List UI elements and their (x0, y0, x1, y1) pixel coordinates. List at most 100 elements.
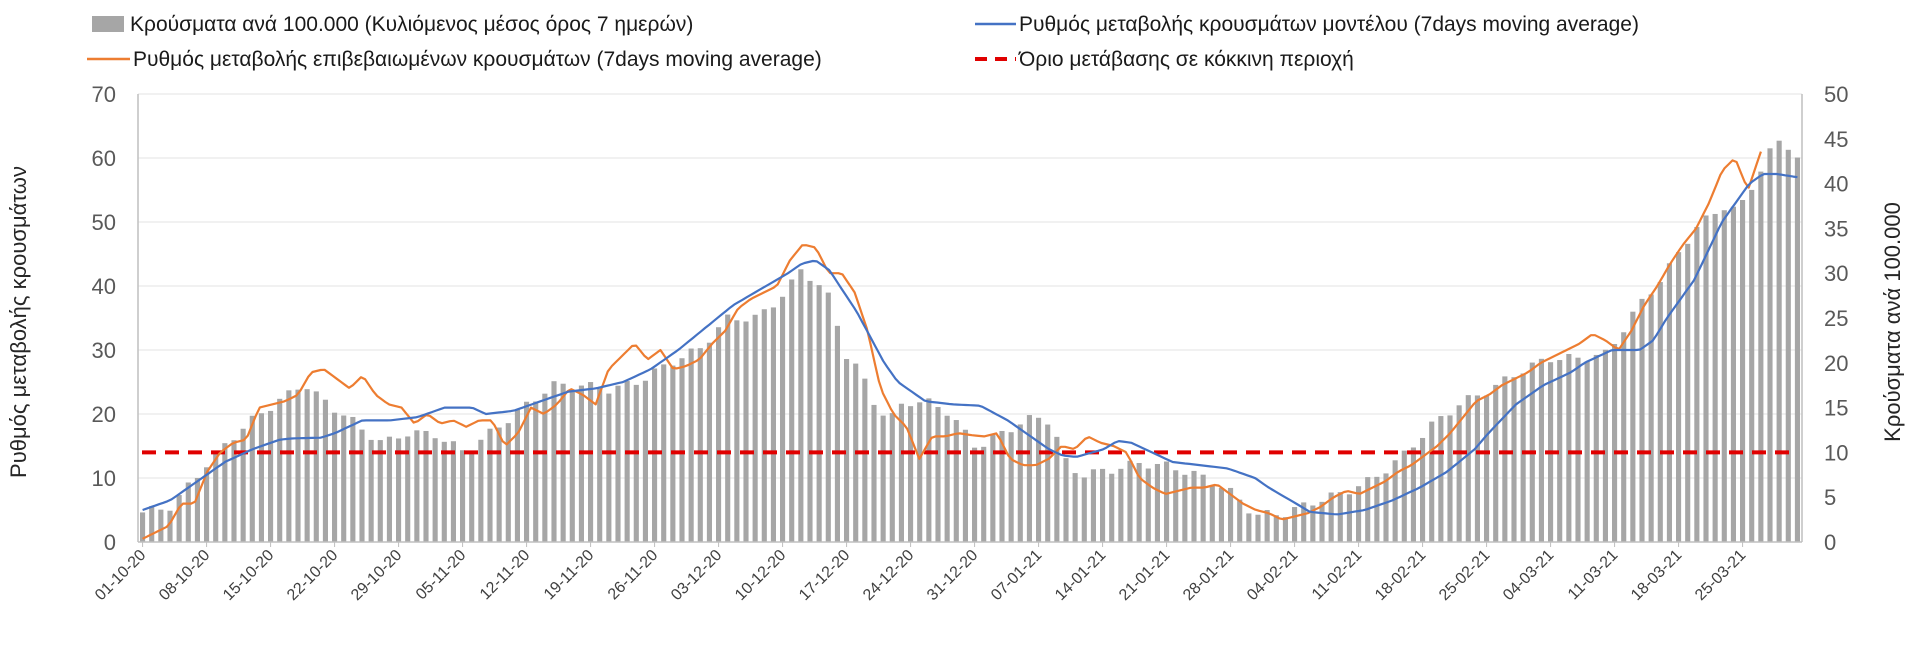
bar (1200, 474, 1206, 542)
right-axis-tick-labels: 0 5 10 15 20 25 30 35 40 45 50 (1824, 82, 1848, 555)
legend-label-bars: Κρούσματα ανά 100.000 (Κυλιόμενος μέσος … (130, 13, 693, 36)
right-axis-title: Κρούσματα ανά 100.000 (1880, 202, 1905, 442)
bar (780, 296, 786, 542)
x-tick-label: 01-10-20 (92, 547, 149, 604)
bar (1374, 476, 1380, 542)
bar (167, 510, 173, 542)
bar (496, 427, 502, 542)
x-tick-label: 28-01-21 (1180, 547, 1237, 604)
bar (1182, 474, 1188, 542)
x-tick-label: 11-03-21 (1565, 547, 1622, 604)
bar (1593, 354, 1599, 542)
bar (213, 450, 219, 542)
bar (1484, 395, 1490, 542)
bar (1612, 344, 1618, 542)
bar (258, 413, 264, 542)
bar (953, 420, 959, 542)
bar (1127, 460, 1133, 542)
x-tick-label: 07-01-21 (988, 547, 1045, 604)
bar (350, 416, 356, 542)
x-tick-label: 14-01-21 (1052, 547, 1109, 604)
bar (1657, 282, 1663, 542)
bar (889, 413, 895, 542)
bar (1255, 514, 1261, 542)
bar (1602, 349, 1608, 542)
bar (1063, 458, 1069, 542)
bar (1740, 200, 1746, 542)
bar (1145, 468, 1151, 542)
bar (1557, 360, 1563, 542)
bar (1666, 263, 1672, 542)
bar (926, 398, 932, 542)
bar (1072, 473, 1078, 542)
bar (432, 438, 438, 542)
bar (359, 429, 365, 542)
bar (1511, 377, 1517, 542)
bar (1026, 415, 1032, 542)
bar (1282, 517, 1288, 542)
bar (295, 389, 301, 542)
bar (962, 429, 968, 542)
bar (204, 467, 210, 542)
bar (661, 364, 667, 542)
left-tick-label: 50 (92, 210, 116, 235)
bar (1392, 460, 1398, 542)
bar (972, 447, 978, 542)
bar (222, 443, 228, 542)
right-tick-label: 20 (1824, 351, 1848, 376)
bar (1438, 416, 1444, 542)
bar (1794, 157, 1800, 542)
bar (231, 440, 237, 542)
bar (1566, 354, 1572, 542)
bar (194, 478, 200, 542)
bar (1630, 311, 1636, 542)
right-tick-label: 35 (1824, 216, 1848, 241)
bar (734, 320, 740, 542)
left-tick-label: 10 (92, 466, 116, 491)
bar (1776, 140, 1782, 542)
bar (1703, 215, 1709, 542)
bar (1712, 213, 1718, 542)
x-tick-label: 24-12-20 (860, 547, 917, 604)
bar (286, 390, 292, 542)
bar (341, 415, 347, 542)
bar (1383, 473, 1389, 542)
bar (1328, 492, 1334, 542)
right-tick-label: 10 (1824, 440, 1848, 465)
bar (524, 401, 530, 542)
bar (140, 512, 146, 542)
right-tick-label: 5 (1824, 485, 1836, 510)
bar (1785, 149, 1791, 542)
bar (487, 428, 493, 542)
confirmed-rate-line (142, 151, 1762, 540)
bar (185, 482, 191, 542)
bar (1218, 488, 1224, 542)
bar (871, 404, 877, 542)
bar (1410, 447, 1416, 542)
legend-label-model: Ρυθμός μεταβολής κρουσμάτων μοντέλου (7d… (1019, 13, 1639, 36)
x-tick-label: 25-02-21 (1436, 547, 1493, 604)
bar (1356, 486, 1362, 542)
bar (688, 348, 694, 542)
bar (770, 307, 776, 542)
bar (1045, 424, 1051, 542)
right-tick-label: 30 (1824, 261, 1848, 286)
bar (1209, 485, 1215, 542)
bar (414, 430, 420, 542)
legend-label-threshold: Όριο μετάβασης σε κόκκινη περιοχή (1018, 48, 1354, 71)
bar (386, 436, 392, 542)
x-tick-label: 17-12-20 (796, 547, 853, 604)
bar (588, 382, 594, 542)
bar (807, 280, 813, 542)
line-series (142, 151, 1798, 540)
bar (1136, 462, 1142, 542)
bar (1237, 499, 1243, 542)
bar (1346, 494, 1352, 542)
bar (1538, 358, 1544, 542)
bar (624, 381, 630, 542)
bar (533, 401, 539, 542)
bar (423, 430, 429, 542)
bar (1264, 510, 1270, 542)
legend-label-confirmed: Ρυθμός μεταβολής επιβεβαιωμένων κρουσμάτ… (133, 48, 822, 71)
